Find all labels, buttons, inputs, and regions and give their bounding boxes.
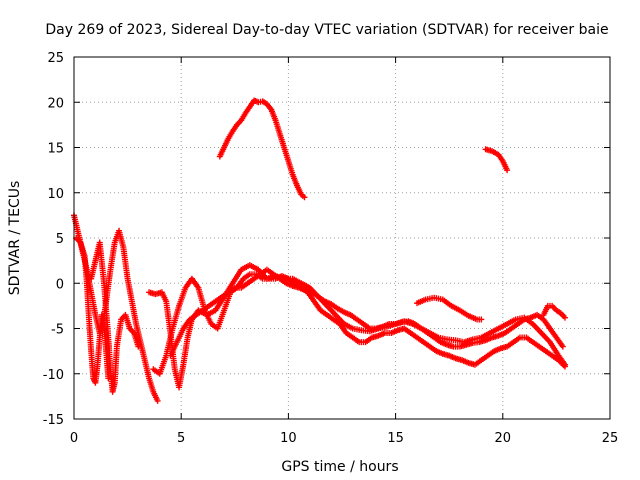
series-arc-6 — [167, 266, 566, 359]
chart-title: Day 269 of 2023, Sidereal Day-to-day VTE… — [45, 22, 608, 38]
data-point — [135, 343, 142, 350]
y-tick-label: 5 — [56, 232, 64, 247]
data-point — [478, 316, 485, 323]
data-point — [504, 167, 511, 174]
y-tick-label: -15 — [43, 413, 64, 428]
y-tick-label: 15 — [47, 142, 64, 157]
y-axis-label: SDTVAR / TECUs — [7, 181, 23, 296]
series-arc-10 — [540, 302, 568, 321]
x-tick-label: 20 — [495, 431, 512, 446]
y-tick-label: 0 — [56, 277, 64, 292]
data-point — [560, 362, 567, 369]
x-tick-label: 5 — [177, 431, 185, 446]
y-tick-label: 10 — [47, 187, 64, 202]
y-tick-label: -10 — [43, 368, 64, 383]
plot-frame — [73, 56, 611, 420]
data-point — [105, 375, 112, 382]
y-tick-label: 20 — [47, 96, 64, 111]
x-tick-label: 15 — [387, 431, 404, 446]
series-arc-7 — [216, 97, 308, 201]
data-point — [301, 194, 308, 201]
series-arc-5 — [150, 271, 568, 377]
series-arc-2 — [73, 235, 112, 386]
x-tick-label: 10 — [280, 431, 297, 446]
axis-ticks: -15 -10 -5 0 5 10 15 20 25 0 5 10 15 20 25 — [43, 51, 619, 446]
series-arc-8 — [414, 294, 485, 323]
grid-lines — [74, 57, 610, 419]
series-arc-9 — [482, 146, 511, 174]
y-tick-label: 25 — [47, 51, 64, 66]
x-tick-label: 0 — [70, 431, 78, 446]
data-point — [154, 397, 161, 404]
series-arc-3 — [88, 239, 142, 395]
data-series — [71, 97, 568, 404]
data-point — [561, 363, 568, 370]
y-tick-label: -5 — [51, 323, 64, 338]
data-point — [559, 343, 566, 350]
x-tick-label: 25 — [602, 431, 619, 446]
data-point — [561, 314, 568, 321]
series-arc-4 — [146, 262, 568, 391]
x-axis-label: GPS time / hours — [281, 459, 398, 475]
